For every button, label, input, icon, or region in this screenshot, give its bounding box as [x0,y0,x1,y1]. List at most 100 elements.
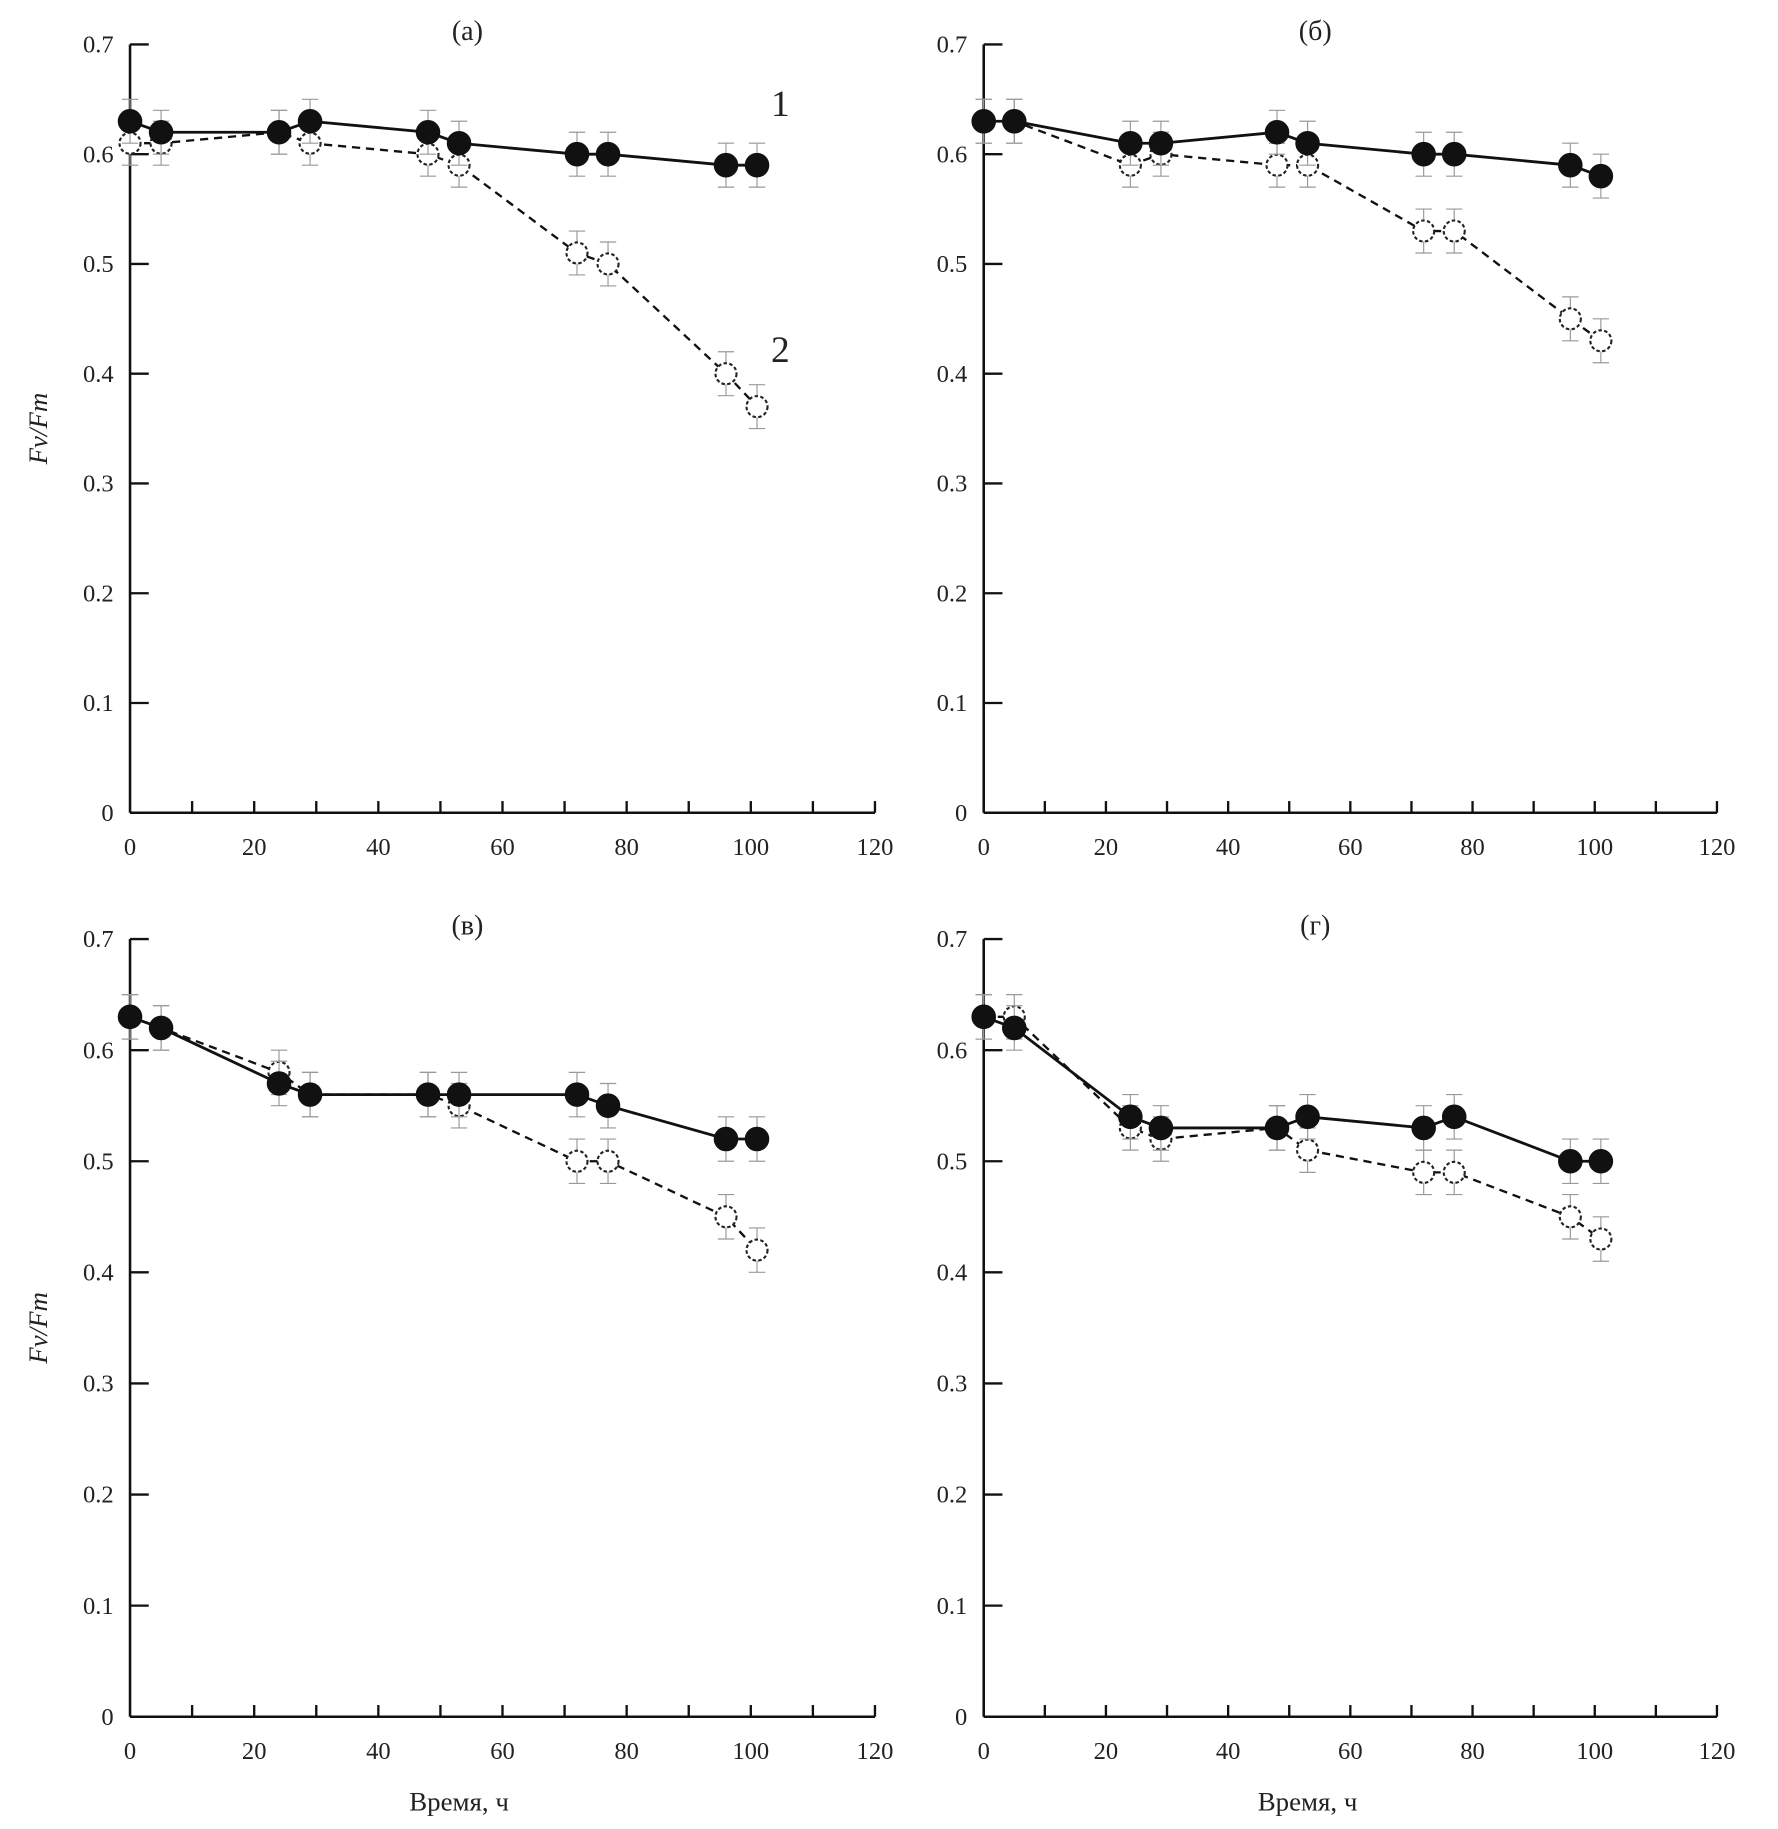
data-point-filled [266,119,292,145]
data-point-open [714,1205,738,1229]
y-tick-label: 0.5 [83,1148,114,1175]
x-tick-label: 40 [1216,834,1241,861]
x-tick-label: 0 [978,834,990,861]
data-point-filled [1411,141,1436,167]
x-tick-label: 40 [366,1738,391,1765]
data-point-filled [1558,1148,1583,1174]
x-tick-label: 100 [1576,1738,1613,1765]
data-point-open [1295,1138,1320,1162]
y-tick-label: 0 [955,1704,967,1731]
data-point-filled [595,141,621,167]
data-point-open [565,1149,589,1173]
y-tick-label: 0.5 [937,1148,968,1175]
series-line-0 [983,119,1602,178]
data-point-filled [744,152,770,178]
x-tick-label: 60 [1338,834,1363,861]
y-tick-label: 0.1 [937,690,968,717]
data-point-filled [564,141,590,167]
data-point-filled [415,119,441,145]
y-tick-label: 0.2 [83,580,114,607]
x-tick-label: 20 [242,1738,267,1765]
data-point-filled [1001,108,1027,134]
x-tick-label: 40 [1216,1738,1241,1765]
chart-panel-1: 0 0.1 0.2 0.3 0.4 0.5 0.6 0.7 0 20 40 60 80 100 120 (б) [937,16,1736,861]
data-point-filled [1295,130,1320,156]
y-tick-label: 0.2 [83,1482,114,1509]
data-point-open [1412,219,1436,243]
x-tick-label: 20 [1094,834,1119,861]
x-tick-label: 80 [614,834,639,861]
y-tick-label: 0.7 [83,32,114,59]
y-tick-label: 0.3 [83,1371,114,1398]
y-tick-label: 0.3 [937,471,968,498]
x-tick-label: 20 [242,834,267,861]
chart-panel-0: 0 0.1 0.2 0.3 0.4 0.5 0.6 0.7 0 20 40 60 80 100 120 (a)… [23,16,893,861]
x-tick-label: 120 [1699,834,1736,861]
data-point-open [565,241,589,265]
data-point-filled [1148,1115,1174,1141]
data-point-filled [1118,130,1143,156]
x-tick-label: 0 [124,1738,136,1765]
y-tick-label: 0.6 [937,1037,968,1064]
y-tick-label: 0.5 [937,251,968,278]
panel-title: (a) [452,16,483,47]
chart-panel-2: 0 0.1 0.2 0.3 0.4 0.5 0.6 0.7 0 20 40 60 80 100 120 (в)… [23,910,893,1816]
data-point-filled [1264,119,1290,145]
series-line-1 [130,131,758,408]
data-point-filled [595,1093,621,1118]
x-tick-label: 100 [732,834,769,861]
y-tick-label: 0.6 [83,141,114,168]
y-tick-label: 0 [101,800,113,827]
data-point-filled [446,1082,472,1107]
y-tick-label: 0.6 [83,1037,114,1064]
y-tick-label: 0.4 [83,361,114,388]
y-tick-label: 0.4 [937,1260,968,1287]
series-line-1 [983,120,1602,342]
data-point-filled [564,1082,590,1107]
x-tick-label: 80 [1460,834,1485,861]
x-tick-label: 60 [490,1738,515,1765]
series-line-0 [983,1015,1601,1163]
data-point-open [745,1238,769,1262]
series-annotation: 1 [771,84,790,125]
y-tick-label: 0 [955,800,967,827]
x-tick-label: 120 [857,1738,894,1765]
y-tick-label: 0.2 [937,1482,968,1509]
data-point-filled [1441,141,1467,167]
y-tick-label: 0.7 [83,926,114,953]
data-point-filled [297,108,323,134]
y-tick-label: 0.5 [83,251,114,278]
data-point-filled [713,152,739,178]
data-point-filled [971,1004,997,1030]
data-point-filled [117,108,143,134]
data-point-filled [1264,1115,1290,1141]
data-point-filled [1588,1148,1614,1174]
x-tick-label: 0 [124,834,136,861]
y-tick-label: 0.1 [83,690,114,717]
chart-panel-3: 0 0.1 0.2 0.3 0.4 0.5 0.6 0.7 0 20 40 60 80 100 120 (г)… [937,910,1736,1816]
series-annotation: 2 [771,330,790,371]
y-tick-label: 0.1 [83,1593,114,1620]
panel-title: (в) [451,910,483,941]
y-tick-label: 0.1 [937,1593,968,1620]
data-point-filled [148,119,174,145]
x-tick-label: 40 [366,834,391,861]
y-tick-label: 0.4 [83,1260,114,1287]
data-point-filled [266,1071,292,1096]
data-point-filled [744,1126,770,1152]
y-tick-label: 0.6 [937,141,968,168]
data-point-filled [713,1126,739,1152]
data-point-filled [971,108,997,134]
x-axis-label: Время, ч [1258,1786,1358,1816]
series-line-1 [983,1015,1602,1240]
data-point-filled [1411,1115,1436,1141]
x-tick-label: 60 [1338,1738,1363,1765]
data-point-open [1412,1160,1436,1184]
x-tick-label: 80 [614,1738,639,1765]
data-point-filled [415,1082,441,1107]
x-tick-label: 60 [490,834,515,861]
x-tick-label: 0 [978,1738,990,1765]
data-point-filled [117,1004,143,1030]
